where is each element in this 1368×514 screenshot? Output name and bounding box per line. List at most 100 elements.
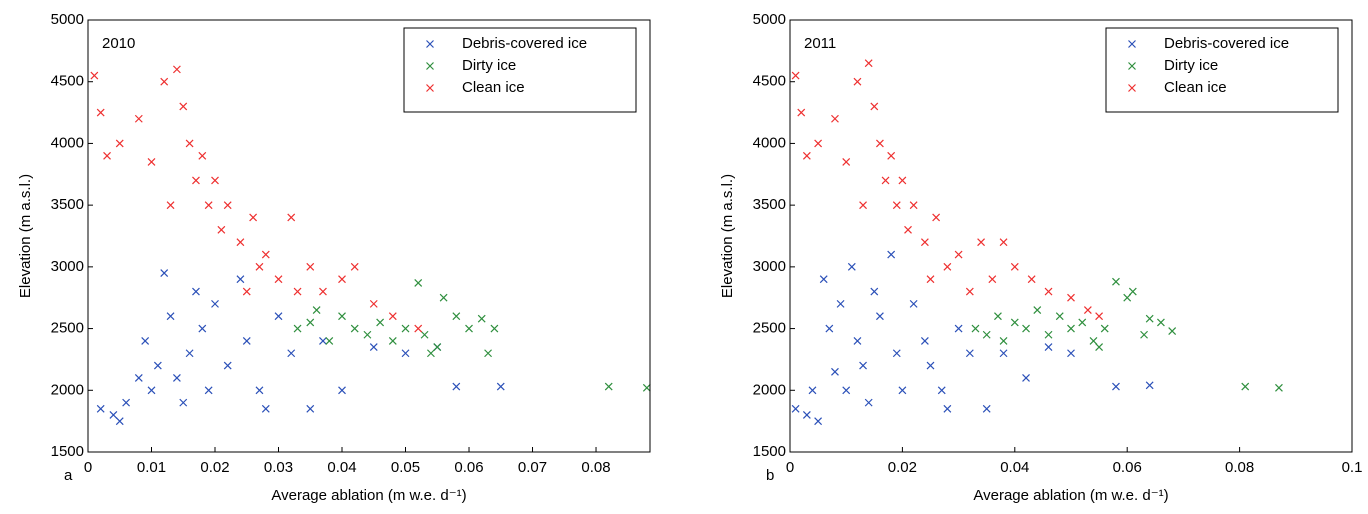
x-tick-label: 0.06 [454, 459, 483, 476]
point [312, 306, 321, 314]
point [261, 404, 270, 413]
y-tick-label: 3500 [51, 196, 84, 213]
point [864, 59, 873, 68]
point [887, 151, 896, 160]
point [937, 386, 946, 395]
point [1078, 318, 1087, 327]
point [965, 287, 974, 296]
point [870, 102, 879, 111]
point [881, 176, 890, 185]
point [887, 250, 896, 259]
point [350, 262, 359, 271]
y-axis-label: Elevation (m a.s.l.) [719, 174, 736, 298]
point [943, 262, 952, 271]
point [977, 238, 986, 247]
point [819, 275, 828, 284]
point [1067, 324, 1075, 333]
point [1145, 314, 1154, 323]
point [853, 77, 862, 86]
point [836, 299, 845, 308]
point [926, 361, 935, 370]
legend-label: Debris-covered ice [462, 35, 587, 52]
subplot: 0 0.02 0.04 0.06 0.08 0.1 1500 2000 2500 3000 3500… [719, 11, 1362, 504]
point [376, 318, 385, 327]
point [223, 361, 232, 370]
point [1083, 306, 1092, 314]
subplot: 0 0.01 0.02 0.03 0.04 0.05 0.06 0.07 0.08 1500 200… [17, 11, 651, 504]
point [274, 312, 283, 321]
point [988, 275, 997, 284]
point [802, 151, 811, 160]
point [859, 201, 867, 210]
point [892, 349, 901, 358]
point [96, 108, 105, 117]
legend-marker [1128, 84, 1136, 92]
point [1044, 330, 1053, 339]
legend-label: Dirty ice [462, 57, 516, 74]
panel-label: b [766, 467, 774, 484]
y-tick-label: 1500 [51, 443, 84, 460]
y-tick-label: 2000 [753, 381, 786, 398]
point [255, 386, 264, 395]
legend-marker [1128, 40, 1136, 48]
point [420, 330, 429, 339]
legend-label: Clean ice [1164, 79, 1227, 96]
point [388, 336, 397, 345]
point [870, 287, 879, 296]
point [452, 382, 461, 391]
point [204, 201, 213, 210]
point [842, 158, 851, 166]
point [604, 382, 613, 391]
legend-label: Clean ice [462, 79, 525, 96]
point [814, 417, 823, 426]
point [160, 269, 169, 277]
point [1168, 327, 1177, 335]
point [122, 398, 131, 407]
point [153, 361, 162, 370]
point [103, 151, 111, 160]
panel-label: a [64, 467, 73, 484]
y-tick-label: 4000 [51, 134, 84, 151]
point [999, 238, 1008, 247]
point [172, 374, 181, 382]
point [1156, 318, 1165, 327]
point [1145, 381, 1154, 390]
point [999, 349, 1008, 358]
point [1044, 287, 1053, 296]
point [147, 158, 156, 166]
point [90, 71, 99, 80]
point [306, 318, 315, 327]
point [261, 250, 270, 259]
point [287, 349, 296, 358]
point [452, 312, 461, 321]
point [802, 411, 811, 419]
point [115, 139, 124, 148]
point [982, 404, 991, 413]
point [898, 176, 907, 185]
y-tick-label: 4500 [51, 73, 84, 90]
legend-marker [426, 62, 434, 70]
point [166, 201, 175, 210]
point [388, 312, 397, 321]
point [1044, 343, 1053, 352]
point [185, 349, 194, 358]
point [892, 201, 901, 210]
point [350, 324, 359, 333]
point [325, 336, 334, 345]
point [242, 287, 251, 296]
point [490, 324, 499, 333]
point [1027, 275, 1036, 284]
point [306, 404, 315, 413]
point [847, 262, 856, 271]
point [1055, 312, 1064, 321]
point [909, 201, 918, 210]
point [160, 77, 169, 86]
y-tick-label: 3000 [753, 258, 786, 275]
point [496, 382, 505, 391]
x-tick-label: 0 [84, 459, 92, 476]
point [1123, 293, 1132, 302]
point [904, 225, 912, 234]
point [192, 287, 200, 296]
legend-box [403, 27, 637, 113]
